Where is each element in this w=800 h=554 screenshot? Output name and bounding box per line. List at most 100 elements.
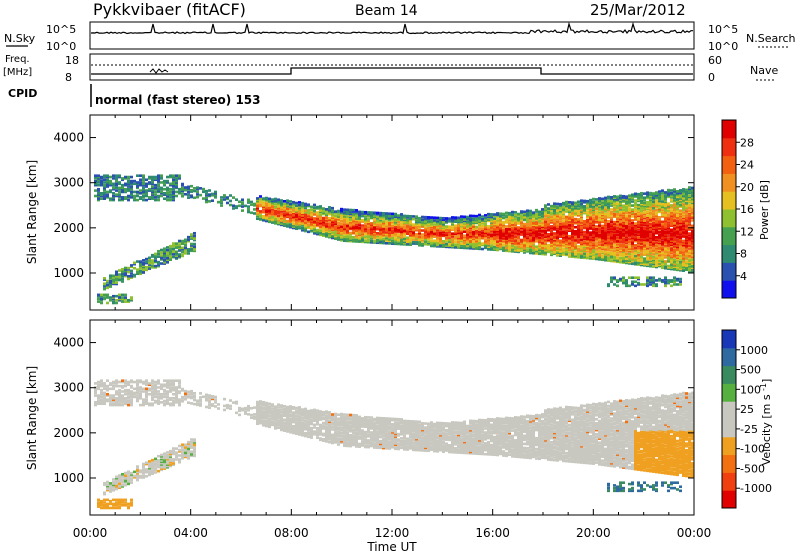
data-cell: [604, 246, 607, 250]
data-cell: [157, 252, 160, 256]
data-cell: [610, 239, 613, 242]
data-cell: [412, 238, 415, 241]
data-cell: [571, 233, 574, 237]
data-cell: [661, 204, 664, 207]
data-cell: [319, 217, 322, 220]
data-cell: [442, 239, 445, 243]
data-cell: [673, 261, 676, 264]
data-cell: [313, 223, 316, 227]
data-cell: [139, 178, 142, 182]
data-cell: [292, 202, 295, 205]
data-cell: [118, 269, 121, 272]
data-cell: [607, 232, 610, 235]
data-cell: [661, 212, 664, 215]
data-cell: [604, 216, 607, 220]
data-cell: [499, 225, 502, 229]
data-cell: [106, 175, 109, 179]
data-cell: [316, 228, 319, 232]
data-cell: [571, 235, 574, 238]
data-cell: [673, 258, 676, 262]
data-cell: [526, 237, 529, 241]
data-cell: [685, 212, 688, 216]
data-cell: [151, 253, 154, 257]
data-cell: [625, 195, 628, 198]
data-cell: [328, 208, 331, 212]
data-cell: [634, 258, 637, 262]
data-cell: [571, 239, 574, 242]
data-cell: [280, 210, 283, 213]
data-cell: [172, 190, 175, 194]
data-cell: [652, 224, 655, 228]
data-cell: [658, 210, 661, 214]
data-cell: [463, 223, 466, 227]
data-cell: [619, 198, 622, 202]
data-cell: [619, 216, 622, 219]
data-cell: [541, 237, 544, 241]
data-cell: [532, 250, 535, 254]
data-cell: [526, 235, 529, 238]
data-cell: [649, 208, 652, 211]
data-cell: [514, 215, 517, 218]
data-cell: [295, 226, 298, 229]
data-cell: [160, 256, 163, 260]
data-cell: [655, 229, 658, 232]
data-cell: [112, 282, 115, 286]
data-cell: [400, 227, 403, 231]
data-cell: [409, 240, 412, 244]
data-cell: [337, 226, 340, 229]
data-cell: [643, 262, 646, 266]
data-cell: [673, 199, 676, 202]
data-cell: [532, 251, 535, 255]
data-cell: [313, 218, 316, 222]
data-cell: [616, 244, 619, 247]
data-cell: [607, 207, 610, 211]
data-cell: [478, 221, 481, 225]
data-cell: [322, 208, 325, 212]
data-cell: [571, 217, 574, 221]
data-cell: [436, 216, 439, 220]
data-cell: [559, 247, 562, 251]
data-cell: [349, 212, 352, 216]
data-cell: [139, 269, 142, 273]
data-cell: [622, 240, 625, 244]
data-cell: [145, 257, 148, 261]
data-cell: [556, 252, 559, 256]
data-cell: [538, 232, 541, 235]
data-cell: [565, 226, 568, 230]
data-cell: [643, 264, 646, 267]
data-cell: [166, 193, 169, 196]
data-cell: [148, 197, 151, 201]
data-cell: [346, 239, 349, 243]
data-cell: [430, 243, 433, 246]
data-cell: [568, 213, 571, 216]
data-cell: [169, 247, 172, 251]
data-cell: [670, 244, 673, 248]
data-cell: [382, 220, 385, 223]
data-cell: [667, 203, 670, 207]
data-cell: [598, 209, 601, 212]
data-cell: [685, 256, 688, 259]
data-cell: [670, 200, 673, 203]
data-cell: [442, 229, 445, 232]
data-cell: [646, 242, 649, 246]
data-cell: [622, 245, 625, 248]
data-cell: [511, 237, 514, 241]
data-cell: [556, 233, 559, 237]
data-cell: [103, 197, 106, 201]
colorbar-segment: [722, 191, 736, 210]
data-cell: [688, 249, 691, 253]
data-cell: [346, 220, 349, 224]
data-cell: [616, 245, 619, 249]
data-cell: [370, 216, 373, 220]
data-cell: [670, 195, 673, 199]
data-cell: [391, 215, 394, 218]
data-cell: [637, 224, 640, 227]
data-cell: [664, 241, 667, 244]
data-cell: [370, 222, 373, 225]
data-cell: [649, 231, 652, 234]
data-cell: [637, 276, 640, 280]
data-cell: [463, 220, 466, 224]
data-cell: [673, 260, 676, 263]
data-cell: [568, 202, 571, 205]
data-cell: [649, 217, 652, 221]
